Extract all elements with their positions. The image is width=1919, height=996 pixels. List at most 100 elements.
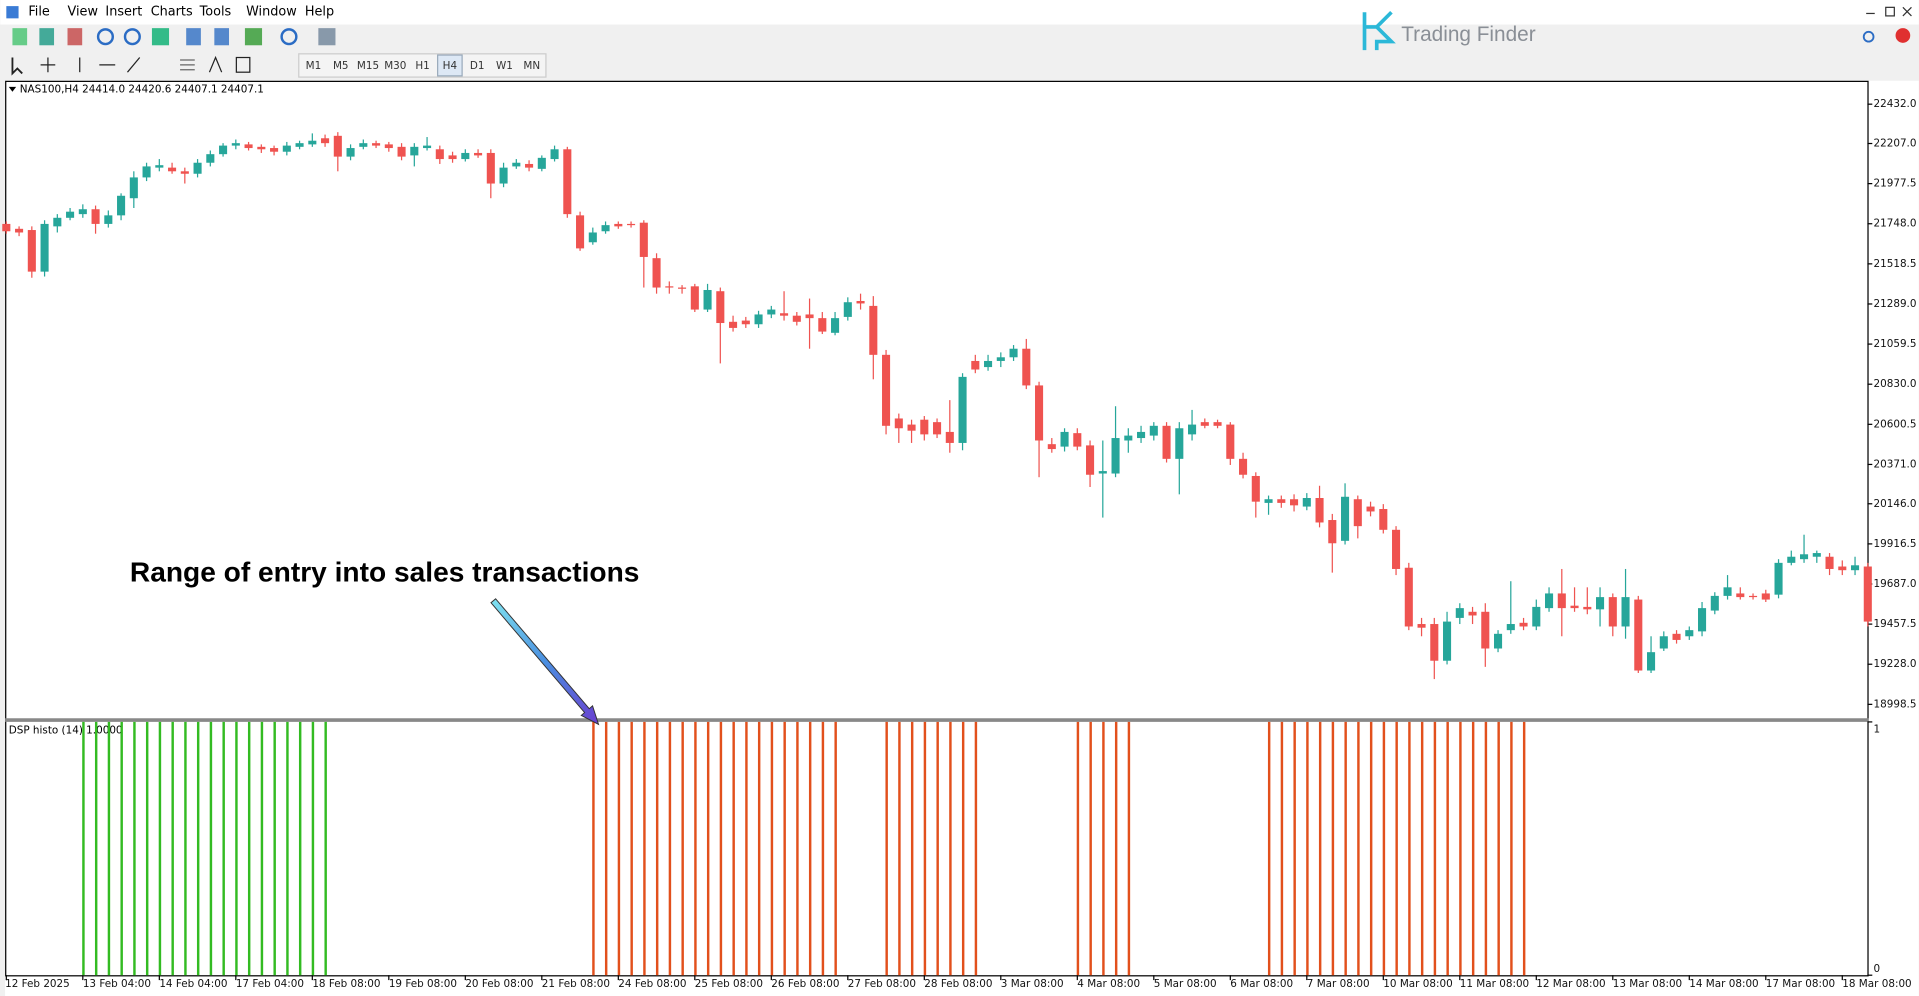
candle-body (1634, 599, 1643, 671)
x-tick-label: 21 Feb 08:00 (542, 978, 610, 990)
candle-body (1545, 593, 1554, 609)
y-tick-label: 19916.5 (1874, 538, 1917, 550)
timeframe-button[interactable]: M30 (384, 60, 406, 72)
candle-body (818, 318, 827, 332)
tool-button[interactable] (39, 28, 55, 46)
candle-body (53, 217, 62, 227)
candle-body (180, 171, 189, 174)
candle-body (945, 431, 954, 443)
window-controls (1862, 6, 1912, 43)
channel-tool[interactable] (180, 59, 195, 71)
timeframe-button[interactable]: M15 (357, 60, 379, 72)
menu-item[interactable]: Charts (151, 5, 193, 20)
candle-body (1787, 556, 1796, 563)
timeframe-button[interactable]: M5 (333, 60, 349, 72)
x-tick-label: 3 Mar 08:00 (1001, 978, 1064, 990)
trendline-tool[interactable] (126, 57, 141, 73)
candle-body (1086, 445, 1095, 475)
candle-body (1341, 496, 1350, 541)
timeframe-button[interactable]: H4 (443, 60, 458, 72)
candle-body (155, 165, 164, 168)
candle-body (1162, 425, 1171, 459)
y-tick-label: 22207.0 (1874, 138, 1917, 150)
tool-button[interactable] (244, 28, 263, 46)
menu-bar (0, 0, 1919, 25)
menu-item[interactable]: Window (246, 5, 297, 20)
timeframe-button[interactable]: H1 (415, 60, 429, 72)
x-tick-label: 7 Mar 08:00 (1307, 978, 1370, 990)
candle-body (1035, 385, 1044, 441)
tool-button[interactable] (12, 28, 28, 46)
logo-text: Trading Finder (1401, 23, 1536, 46)
candle-body (1494, 633, 1503, 649)
timeframe-button[interactable]: M1 (306, 60, 322, 72)
menu-item[interactable]: File (28, 5, 50, 20)
zoom-out[interactable] (123, 28, 141, 46)
candle-body (1672, 633, 1681, 640)
candle-body (996, 357, 1005, 361)
close[interactable] (1902, 6, 1912, 17)
tool-button[interactable] (67, 28, 83, 46)
timeframe-button[interactable]: D1 (470, 60, 485, 72)
x-tick-label: 10 Mar 08:00 (1383, 978, 1452, 990)
candle-body (971, 360, 980, 370)
candle-body (1404, 567, 1413, 627)
notifications[interactable] (1895, 28, 1911, 43)
y-tick-label: 20600.5 (1874, 418, 1917, 430)
menu-item[interactable]: View (68, 5, 98, 20)
menu-item[interactable]: Insert (105, 5, 142, 20)
clock-button[interactable] (280, 28, 298, 46)
tool-button[interactable] (214, 28, 230, 46)
candle-body (66, 211, 75, 218)
crosshair-tool[interactable] (40, 57, 56, 73)
candle-body (410, 146, 419, 156)
candle-body (639, 222, 648, 257)
candle-body (869, 305, 878, 355)
tool-button[interactable] (151, 28, 170, 46)
label-tool[interactable] (235, 56, 251, 73)
timeframe-button[interactable]: MN (523, 60, 540, 72)
app-icon (6, 6, 19, 19)
annotation: Range of entry into sales transactions (130, 556, 640, 587)
y-tick-label: 20830.0 (1874, 378, 1917, 390)
candle-body (1047, 444, 1056, 450)
candle-body (614, 223, 623, 227)
candle-body (1073, 433, 1082, 447)
menu-item[interactable]: Tools (199, 5, 232, 20)
candle-body (1379, 509, 1388, 530)
search[interactable] (1862, 30, 1875, 43)
menu: File View Insert Charts Tools Window Help (28, 5, 334, 20)
candle-body (1621, 597, 1630, 627)
candle-body (1532, 606, 1541, 627)
candle-body (448, 155, 457, 160)
candle-body (1519, 622, 1528, 627)
zoom-in[interactable] (96, 28, 115, 46)
cursor-tool[interactable] (11, 57, 23, 76)
candle-body (1825, 556, 1834, 569)
timeframe-active (437, 54, 463, 77)
candle-body (550, 149, 559, 160)
candle-body (1557, 593, 1566, 609)
restore[interactable] (1885, 6, 1895, 17)
candle-body (1302, 498, 1311, 507)
candle-body (512, 162, 521, 167)
x-tick-label: 17 Feb 04:00 (236, 978, 304, 990)
candle-body (537, 157, 546, 169)
candle-body (1022, 348, 1031, 386)
tool-button[interactable] (318, 28, 336, 46)
y-tick-label: 20146.0 (1874, 498, 1917, 510)
menu-item[interactable]: Help (305, 5, 334, 20)
candle-body (295, 143, 304, 147)
candle-body (1417, 624, 1426, 628)
chart-menu-arrow[interactable] (8, 86, 17, 92)
text-tool[interactable] (208, 55, 223, 73)
candle-body (652, 258, 661, 288)
x-tick-label: 24 Feb 08:00 (618, 978, 686, 990)
y-tick-label: 19687.0 (1874, 578, 1917, 590)
annotation-arrow (490, 598, 600, 726)
x-tick-label: 19 Feb 08:00 (389, 978, 457, 990)
tool-button[interactable] (186, 28, 201, 46)
timeframe-button[interactable]: W1 (496, 60, 513, 72)
candle-body (767, 309, 776, 315)
candle-body (372, 143, 381, 146)
